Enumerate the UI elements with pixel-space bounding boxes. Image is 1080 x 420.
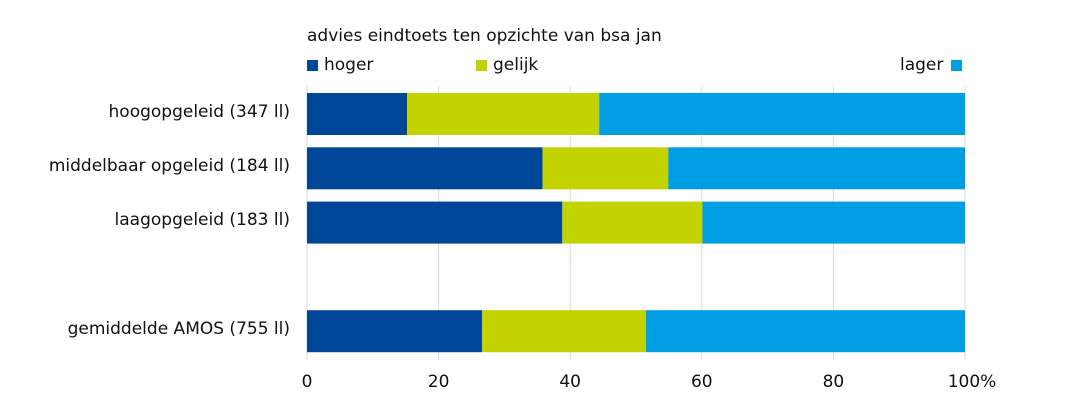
legend-item-lager: lager — [900, 55, 963, 75]
x-tick-label: 20 — [427, 372, 450, 392]
legend-item-hoger: hoger — [307, 55, 373, 75]
bar-lager — [599, 93, 965, 135]
category-label: hoogopgeleid (347 ll) — [108, 102, 290, 122]
bar-hoger — [307, 93, 408, 135]
bar-gelijk — [542, 147, 669, 190]
legend-swatch-gelijk — [476, 59, 487, 71]
bar-gelijk — [562, 201, 703, 244]
legend-swatch-hoger — [307, 59, 318, 71]
bar-lager — [668, 147, 965, 190]
legend-label-lager: lager — [900, 55, 944, 75]
category-label: middelbaar opgeleid (184 ll) — [48, 156, 290, 176]
x-tick-label: 60 — [690, 372, 713, 392]
x-tick-label: 80 — [822, 372, 845, 392]
x-tick-label: 0 — [301, 372, 313, 392]
bar-gelijk — [407, 93, 600, 135]
x-tick-label: 40 — [559, 372, 582, 392]
bar-lager — [702, 201, 965, 244]
x-tick-label: 100% — [947, 372, 997, 392]
legend-swatch-lager — [951, 59, 963, 71]
category-label: gemiddelde AMOS (755 ll) — [67, 319, 290, 339]
bar-lager — [645, 310, 965, 353]
bar-hoger — [307, 310, 483, 353]
category-label: laagopgeleid (183 ll) — [114, 210, 290, 230]
chart-title: advies eindtoets ten opzichte van bsa ja… — [307, 26, 662, 46]
legend-label-gelijk: gelijk — [493, 55, 539, 75]
bar-hoger — [307, 201, 563, 244]
legend-label-hoger: hoger — [324, 55, 374, 75]
legend-item-gelijk: gelijk — [476, 55, 538, 75]
bar-gelijk — [482, 310, 646, 353]
bar-hoger — [307, 147, 543, 190]
